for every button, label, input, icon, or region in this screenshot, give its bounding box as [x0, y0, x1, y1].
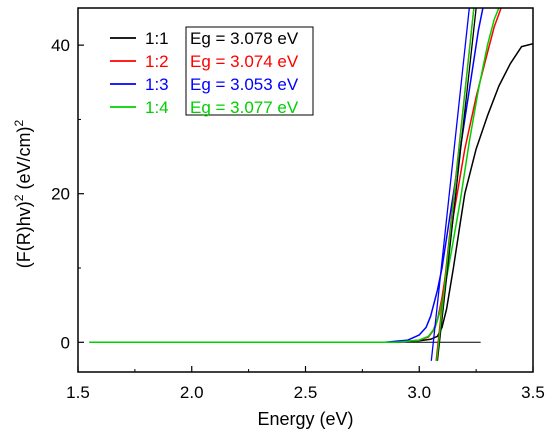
legend-label-1: 1:1: [145, 29, 169, 48]
y-tick-label: 40: [51, 36, 70, 55]
legend-label-3: 1:3: [145, 75, 169, 94]
legend-label-4: 1:4: [145, 98, 169, 117]
plot-area: [89, 8, 533, 361]
y-axis-title-unit: (eV/cm): [14, 127, 34, 195]
eg-annotation-3: Eg = 3.053 eV: [190, 75, 299, 94]
y-axis-title: (F(R)hv)2 (eV/cm)2: [12, 120, 34, 269]
x-tick-label: 1.5: [66, 383, 90, 402]
eg-annotation-box: [185, 26, 314, 116]
x-tick-label: 2.0: [180, 383, 204, 402]
y-tick-label: 0: [61, 333, 70, 352]
y-axis-title-exp1: 2: [12, 194, 26, 201]
x-tick-label: 3.5: [521, 383, 545, 402]
y-axis-title-exp2: 2: [12, 120, 26, 127]
series-line-1: [282, 42, 533, 344]
y-tick-label: 20: [51, 185, 70, 204]
legend-label-2: 1:2: [145, 52, 169, 71]
eg-annotation-1: Eg = 3.078 eV: [190, 29, 299, 48]
eg-annotation-2: Eg = 3.074 eV: [190, 52, 299, 71]
x-tick-label: 2.5: [294, 383, 318, 402]
fit-line-3: [430, 8, 470, 361]
plot-frame: [77, 7, 534, 373]
x-axis-title: Energy (eV): [257, 409, 353, 429]
legend: 1:1 1:2 1:3 1:4 Eg = 3.078 eV Eg = 3.074 eV Eg…: [110, 26, 314, 117]
fit-line-4: [436, 8, 475, 361]
eg-annotation-4: Eg = 3.077 eV: [190, 98, 299, 117]
y-axis-title-base: (F(R)hv): [14, 201, 34, 268]
axis-ticks: 1.5 2.0 2.5 3.0 3.5 0 20 40: [51, 36, 545, 402]
x-tick-label: 3.0: [407, 383, 431, 402]
fit-line-1: [436, 8, 477, 361]
